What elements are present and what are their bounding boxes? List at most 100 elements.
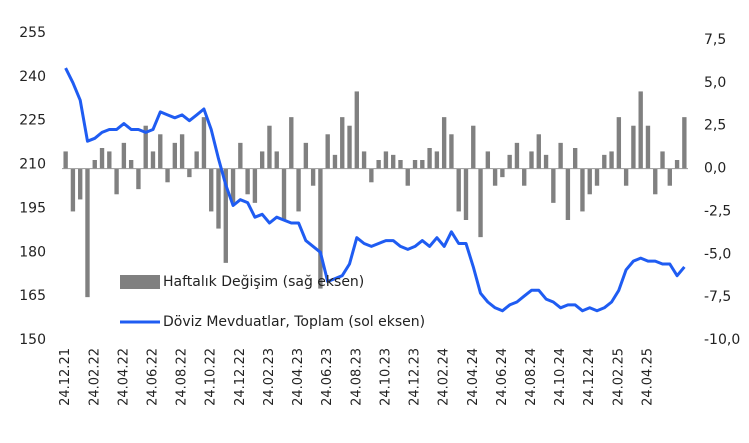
x-tick-label: 24.02.23	[262, 348, 277, 406]
bar	[405, 168, 410, 186]
y-tick-label: 210	[19, 157, 46, 173]
bar	[653, 168, 658, 195]
bar	[216, 168, 221, 229]
bar	[594, 168, 600, 186]
bar	[361, 151, 367, 169]
bar	[238, 142, 243, 169]
bar	[485, 151, 491, 169]
bar	[310, 168, 316, 186]
bar	[114, 168, 119, 195]
legend-label: Haftalık Değişim (sağ eksen)	[163, 274, 364, 290]
x-tick-label: 24.04.24	[466, 348, 481, 406]
y-tick-label: 165	[19, 288, 46, 304]
bar	[165, 168, 170, 183]
bar	[289, 117, 294, 169]
y2-tick-label: -7,5	[704, 289, 731, 305]
x-tick-label: 24.06.22	[145, 348, 160, 406]
bar	[602, 154, 607, 169]
bar	[303, 142, 309, 169]
x-tick-label: 24.02.25	[611, 348, 626, 406]
bar	[522, 168, 527, 186]
bar	[201, 117, 207, 169]
bar	[580, 168, 585, 212]
bar	[354, 91, 359, 169]
bar	[543, 154, 549, 169]
bar	[128, 160, 134, 169]
bar	[99, 148, 105, 169]
bar	[674, 160, 680, 169]
bar	[623, 168, 629, 186]
bar	[514, 142, 520, 169]
x-tick-label: 24.06.24	[495, 348, 510, 406]
bar	[340, 117, 345, 169]
y2-tick-label: -10,0	[704, 332, 740, 348]
x-tick-label: 24.10.23	[378, 348, 393, 406]
bar	[187, 168, 192, 178]
bar	[536, 134, 541, 169]
bar	[631, 125, 636, 169]
bar	[383, 151, 389, 169]
bar	[267, 125, 272, 169]
bar	[376, 160, 381, 169]
legend-swatch	[120, 275, 160, 289]
bar	[136, 168, 141, 190]
bar	[78, 168, 83, 200]
bar	[609, 151, 614, 169]
x-tick-label: 24.12.21	[58, 348, 73, 406]
x-tick-label: 24.04.25	[640, 348, 655, 406]
bar	[179, 134, 185, 169]
bar	[427, 148, 432, 169]
y-tick-label: 240	[19, 69, 46, 85]
bar	[449, 134, 454, 169]
y-tick-label: 195	[19, 200, 46, 216]
bar	[565, 168, 571, 220]
bar	[492, 168, 498, 186]
bar	[434, 151, 440, 169]
bar	[281, 168, 287, 220]
bar	[667, 168, 672, 186]
bar	[587, 168, 592, 195]
bar	[347, 125, 352, 169]
bar	[558, 142, 563, 169]
bar	[645, 125, 651, 169]
x-tick-label: 24.10.22	[204, 348, 219, 406]
y-tick-label: 255	[19, 25, 46, 41]
bar	[471, 125, 476, 169]
bar	[616, 117, 622, 169]
x-tick-label: 24.02.24	[437, 348, 452, 406]
bar	[92, 160, 97, 169]
y2-tick-label: 0,0	[704, 161, 726, 177]
x-tick-label: 24.12.24	[582, 348, 597, 406]
bar	[398, 160, 403, 169]
bar	[172, 142, 178, 169]
bar	[572, 148, 578, 169]
bar	[638, 91, 643, 169]
bar	[150, 151, 156, 169]
bar	[412, 160, 418, 169]
bar	[441, 117, 447, 169]
bar	[391, 154, 396, 169]
x-tick-label: 24.08.23	[349, 348, 364, 406]
x-tick-label: 24.04.23	[291, 348, 306, 406]
y-tick-label: 225	[19, 113, 46, 129]
legend-label: Döviz Mevduatlar, Toplam (sol eksen)	[163, 314, 425, 330]
bar	[296, 168, 301, 212]
line	[64, 67, 686, 313]
y2-tick-label: 7,5	[704, 32, 726, 48]
bar	[318, 168, 323, 289]
bar	[85, 168, 90, 298]
bar	[463, 168, 469, 220]
y2-tick-label: -5,0	[704, 246, 731, 262]
bar	[223, 168, 228, 263]
bar	[551, 168, 556, 203]
bar	[70, 168, 76, 212]
y2-tick-label: 2,5	[704, 118, 726, 134]
bar	[252, 168, 258, 203]
bar	[507, 154, 512, 169]
bar	[478, 168, 483, 238]
y-tick-label: 180	[19, 244, 46, 260]
bar	[63, 151, 68, 169]
bar	[274, 151, 279, 169]
y2-tick-label: 5,0	[704, 75, 726, 91]
